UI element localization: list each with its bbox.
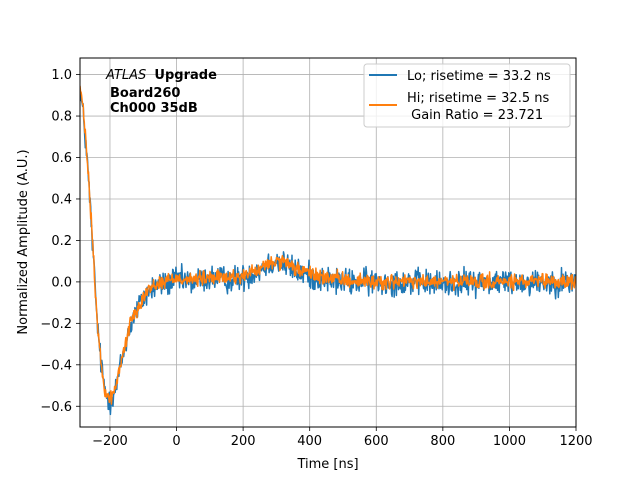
svg-text:ATLAS Upgrade: ATLAS Upgrade xyxy=(105,68,217,83)
annotation-board: Board260 xyxy=(110,86,180,101)
x-tick-label: 1200 xyxy=(559,434,592,449)
y-tick-label: 0.2 xyxy=(51,234,72,249)
series-line-1 xyxy=(80,85,576,405)
legend-label-hi: Hi; risetime = 32.5 ns xyxy=(407,91,549,106)
x-tick-label: −200 xyxy=(92,434,128,449)
x-tick-label: 200 xyxy=(231,434,256,449)
axes-frame xyxy=(79,57,577,428)
annotation: ATLAS Upgrade Board260 Ch000 35dB xyxy=(105,68,217,116)
x-axis-label: Time [ns] xyxy=(296,457,358,472)
y-tick-label: 1.0 xyxy=(51,68,72,83)
annotation-channel: Ch000 35dB xyxy=(110,101,198,116)
y-tick-label: −0.6 xyxy=(40,400,72,415)
legend-label-gain-ratio: Gain Ratio = 23.721 xyxy=(407,108,543,123)
y-tick-label: 0.6 xyxy=(51,151,72,166)
x-tick-label: 400 xyxy=(297,434,322,449)
y-tick-label: −0.2 xyxy=(40,317,72,332)
annotation-upgrade: Upgrade xyxy=(154,68,217,83)
x-tick-label: 600 xyxy=(364,434,389,449)
y-axis-label: Normalized Amplitude (A.U.) xyxy=(16,149,31,334)
y-tick-label: 0.4 xyxy=(51,192,72,207)
plot-area xyxy=(80,85,576,416)
legend-box xyxy=(363,63,571,128)
y-axis-ticks: −0.6 −0.4 −0.2 0.0 0.2 0.4 0.6 0.8 1.0 xyxy=(40,68,80,415)
x-tick-label: 800 xyxy=(430,434,455,449)
x-axis-ticks: −200 0 200 400 600 800 1000 1200 xyxy=(92,427,593,449)
y-tick-label: 0.0 xyxy=(51,275,72,290)
y-tick-label: −0.4 xyxy=(40,358,72,373)
legend: Lo; risetime = 33.2 ns Hi; risetime = 32… xyxy=(363,63,571,128)
y-tick-label: 0.8 xyxy=(51,110,72,125)
legend-label-lo: Lo; risetime = 33.2 ns xyxy=(407,69,551,84)
annotation-atlas: ATLAS xyxy=(105,68,146,83)
x-tick-label: 1000 xyxy=(493,434,526,449)
x-tick-label: 0 xyxy=(172,434,180,449)
